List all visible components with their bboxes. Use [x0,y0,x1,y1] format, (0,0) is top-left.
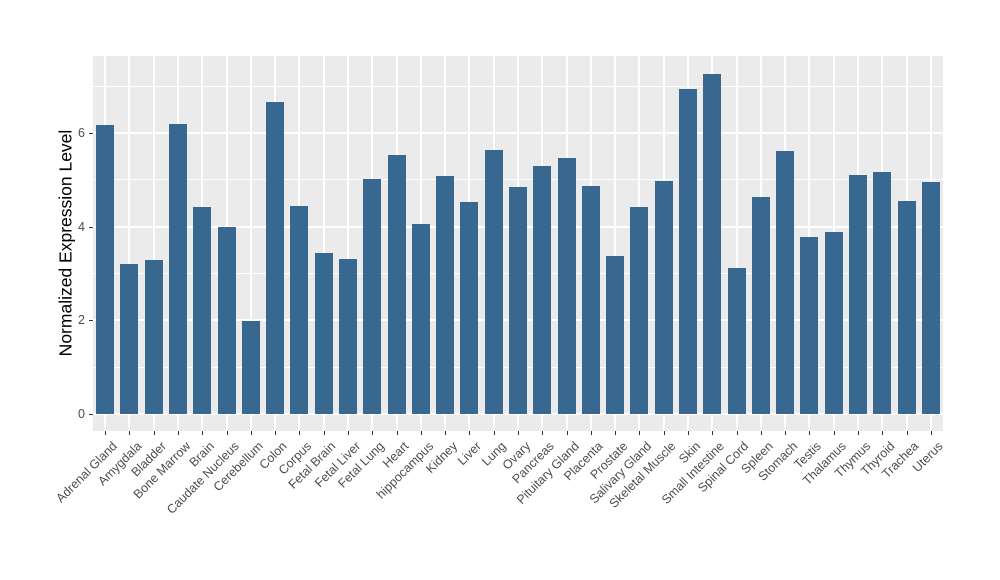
x-tick-mark [469,431,471,435]
x-tick-mark [906,431,908,435]
x-tick-mark [323,431,325,435]
bar-colon [266,101,285,414]
y-tick-label: 6 [78,126,85,141]
bar-thyroid [873,172,892,414]
y-tick-mark [89,133,93,135]
x-tick-mark [760,431,762,435]
bar-hippocampus [411,223,430,414]
x-tick-mark [372,431,374,435]
x-tick-mark [615,431,617,435]
y-tick-label: 4 [78,219,85,234]
y-tick-mark [89,226,93,228]
x-tick-mark [590,431,592,435]
x-tick-mark [348,431,349,435]
x-tick-mark [129,431,131,435]
bar-placenta [581,185,600,414]
bar-fetal-brain [314,253,333,414]
bar-spleen [751,197,770,414]
x-tick-mark [299,431,301,435]
bar-corpus [290,206,309,414]
bar-kidney [436,175,455,414]
x-tick-label: Liver [455,439,485,469]
x-tick-mark [396,431,398,435]
y-tick-label: 0 [78,407,85,421]
x-tick-mark [736,431,738,435]
x-tick-mark [785,431,787,435]
gridline-vertical [152,56,155,431]
x-tick-mark [226,431,228,435]
bar-skeletal-muscle [654,180,673,414]
gridline-vertical [614,56,617,431]
bar-stomach [776,150,795,414]
bar-trachea [897,200,916,414]
bar-uterus [921,182,940,414]
x-tick-mark [518,431,519,435]
gridline-vertical [128,56,131,431]
x-tick-mark [202,431,204,435]
gridline-vertical [735,56,738,431]
bar-bladder [144,259,163,414]
x-tick-mark [809,431,811,435]
x-tick-mark [445,431,447,435]
x-tick-mark [882,431,884,435]
x-tick-mark [420,431,422,435]
bar-fetal-liver [339,259,357,414]
bar-cerebellum [241,320,260,414]
x-tick-mark [639,431,641,435]
bar-lung [484,149,503,414]
bar-adrenal-gland [96,125,115,414]
bar-skin [679,89,697,414]
y-tick-label: 2 [78,313,85,328]
x-tick-mark [858,431,859,435]
bar-liver [460,202,479,414]
bar-salivary-gland [630,207,649,414]
x-tick-mark [178,431,179,435]
plot-panel [93,56,943,431]
bar-thymus [849,175,867,414]
x-tick-mark [566,431,568,435]
y-tick-mark [89,320,93,322]
gridline-vertical [322,56,325,431]
bar-small-intestine [703,73,722,414]
x-tick-mark [833,431,835,435]
x-tick-mark [275,431,277,435]
bar-spinal-cord [727,268,746,414]
gridline-vertical [249,56,252,431]
bar-testis [800,237,819,414]
bar-amygdala [120,264,139,414]
bar-bone-marrow [169,123,187,414]
x-tick-mark [153,431,155,435]
x-tick-mark [930,431,932,435]
gridline-vertical [347,56,349,431]
bar-prostate [606,255,625,414]
x-tick-mark [688,431,689,435]
bar-ovary [509,186,527,414]
bar-thalamus [824,231,843,414]
bar-pancreas [533,165,552,414]
bar-fetal-lung [363,178,382,414]
x-tick-mark [250,431,252,435]
x-tick-mark [663,431,665,435]
y-tick-mark [89,414,93,415]
x-tick-mark [493,431,495,435]
x-tick-mark [712,431,714,435]
x-tick-mark [542,431,544,435]
bar-heart [387,154,406,414]
bar-brain [193,207,212,414]
bar-caudate-nucleus [217,227,236,414]
x-tick-mark [105,431,107,435]
bar-pituitary-gland [557,157,576,414]
